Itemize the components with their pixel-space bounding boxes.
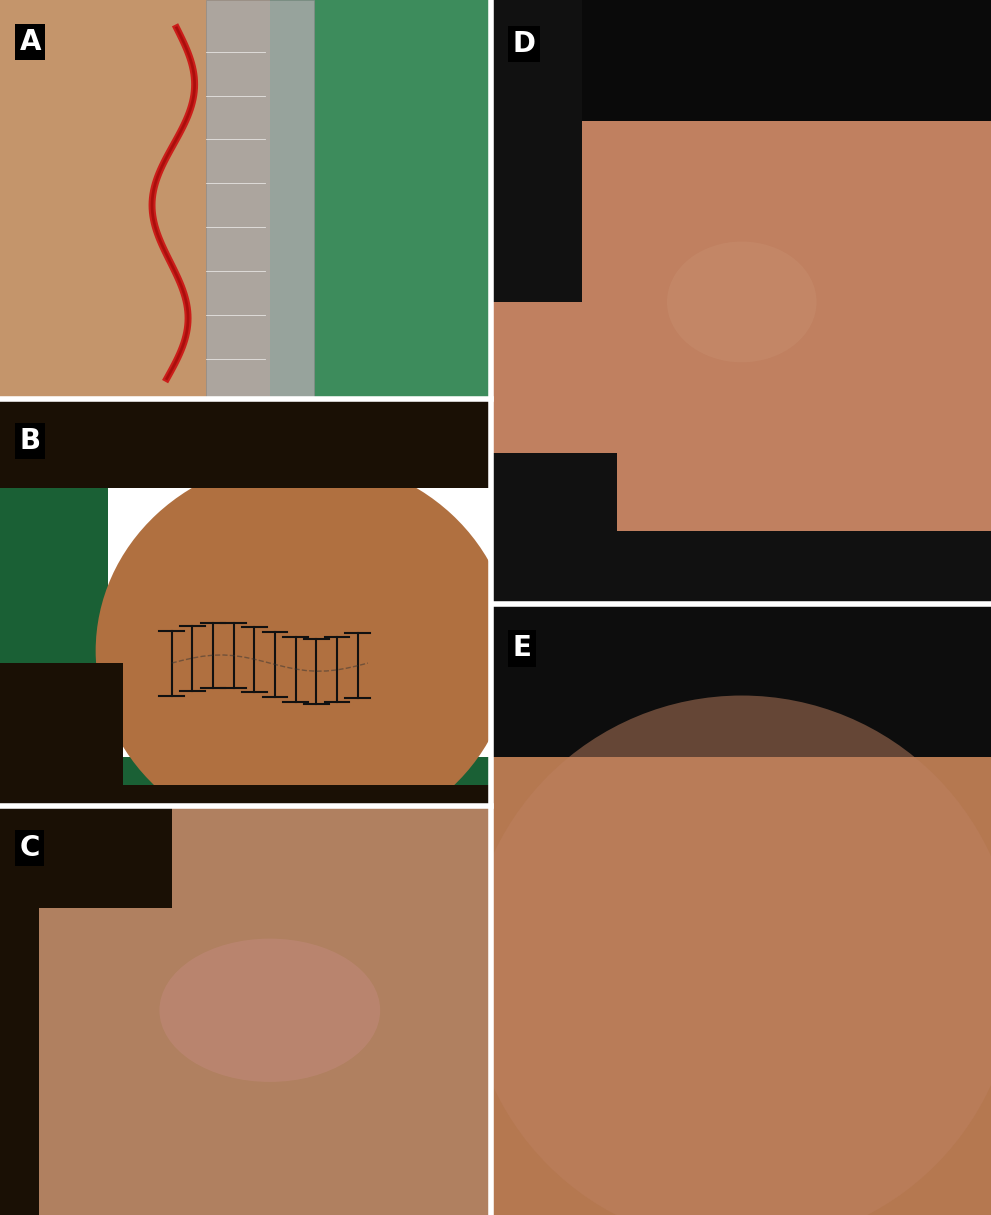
Bar: [0, 663, 123, 806]
Text: D: D: [512, 30, 535, 58]
Bar: [0, 806, 171, 908]
Ellipse shape: [96, 458, 512, 844]
Bar: [0, 806, 40, 1215]
Ellipse shape: [468, 695, 991, 1215]
Bar: [0, 0, 270, 399]
Bar: [270, 0, 491, 399]
Bar: [0, 785, 491, 806]
Bar: [617, 531, 991, 604]
Ellipse shape: [667, 242, 817, 362]
Bar: [0, 399, 108, 757]
Bar: [0, 757, 491, 806]
Text: C: C: [20, 835, 40, 863]
Text: B: B: [20, 426, 41, 454]
Bar: [206, 0, 314, 399]
Bar: [0, 399, 491, 488]
Bar: [493, 604, 991, 757]
Bar: [493, 453, 617, 604]
Text: A: A: [20, 28, 41, 56]
Text: E: E: [512, 634, 531, 662]
Bar: [493, 0, 583, 303]
Bar: [493, 0, 991, 120]
Ellipse shape: [160, 939, 381, 1081]
